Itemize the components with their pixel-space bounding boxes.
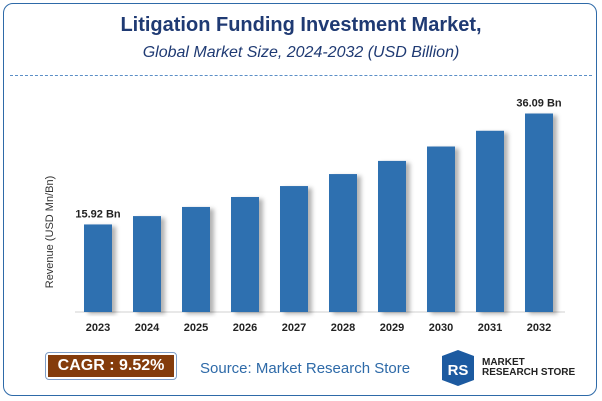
bar-2023	[84, 224, 112, 312]
x-tick-label: 2025	[184, 322, 208, 334]
source-text: Source: Market Research Store	[200, 360, 411, 377]
logo-line2: RESEARCH STORE	[482, 367, 576, 378]
x-tick-label: 2027	[282, 322, 306, 334]
chart-title: Litigation Funding Investment Market,	[120, 14, 482, 36]
x-tick-label: 2030	[429, 322, 453, 334]
bar-2032	[525, 113, 553, 312]
chart-subtitle: Global Market Size, 2024-2032 (USD Billi…	[142, 44, 460, 61]
x-tick-label: 2026	[233, 322, 257, 334]
x-tick-label: 2023	[86, 322, 110, 334]
chart-frame	[3, 3, 597, 396]
bar-2026	[231, 196, 259, 312]
divider	[10, 75, 592, 76]
bar-2031	[476, 130, 504, 312]
bar-2027	[280, 186, 308, 312]
x-tick-label: 2029	[380, 322, 404, 334]
logo-icon: RS	[442, 350, 474, 386]
logo: RS MARKET RESEARCH STORE	[438, 350, 575, 386]
bar-2024	[133, 216, 161, 312]
cagr-badge: CAGR : 9.52%	[45, 352, 177, 380]
x-tick-label: 2024	[135, 322, 160, 334]
data-label: 36.09 Bn	[516, 98, 562, 110]
x-tick-label: 2032	[527, 322, 551, 334]
x-tick-label: 2031	[478, 322, 502, 334]
bar-2029	[378, 160, 406, 312]
bar-2028	[329, 174, 357, 312]
bar-2025	[182, 206, 210, 312]
cagr-text: CAGR : 9.52%	[48, 355, 174, 377]
data-label: 15.92 Bn	[75, 208, 121, 220]
logo-line1: MARKET	[482, 357, 525, 368]
x-tick-label: 2028	[331, 322, 355, 334]
svg-text:RS: RS	[448, 362, 469, 379]
y-axis-label: Revenue (USD Mn/Bn)	[44, 176, 56, 289]
bar-2030	[427, 146, 455, 312]
